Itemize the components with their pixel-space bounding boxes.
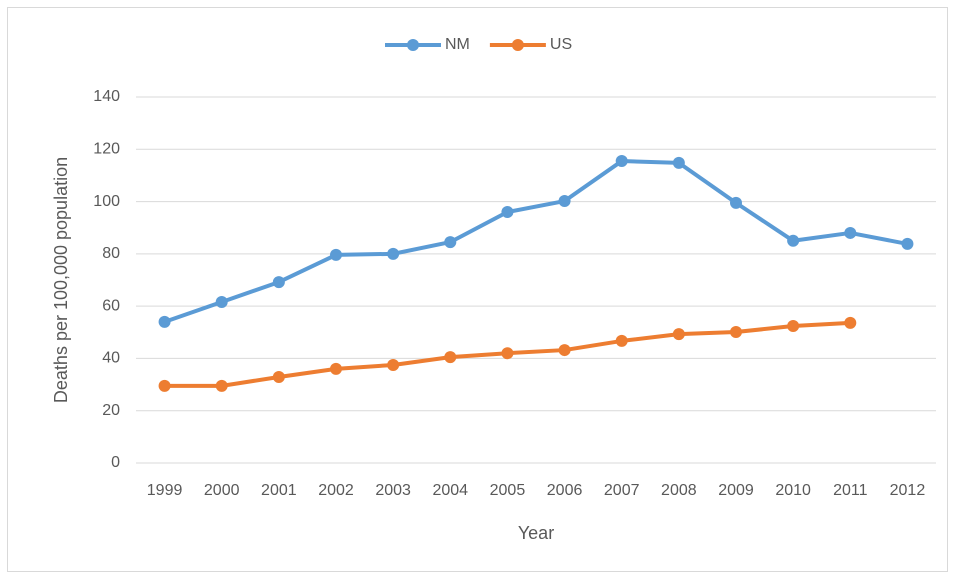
y-tick-label: 140 [93,88,120,105]
data-point [215,379,228,392]
x-tick-label: 2006 [547,482,583,499]
data-point [272,276,285,289]
data-point [215,295,228,308]
data-point [387,358,400,371]
x-tick-label: 2002 [318,482,354,499]
data-point [158,379,171,392]
data-point [844,316,857,329]
x-tick-label: 2012 [890,482,926,499]
data-point [844,226,857,239]
x-tick-label: 2008 [661,482,697,499]
legend-marker [407,39,419,51]
y-tick-label: 40 [102,350,120,367]
data-point [615,155,628,168]
x-tick-label: 2000 [204,482,240,499]
x-tick-label: 2007 [604,482,640,499]
y-tick-label: 20 [102,402,120,419]
data-point [730,326,742,339]
chart-border [7,7,948,572]
data-point [158,315,171,328]
x-tick-label: 1999 [147,482,183,499]
data-point [672,328,685,341]
data-point [672,156,685,169]
x-tick-label: 2010 [775,482,811,499]
series-line [163,159,908,324]
legend-marker [511,39,524,51]
data-point [558,344,571,357]
data-point [787,320,800,333]
data-point [787,234,800,247]
y-tick-label: 80 [102,245,120,262]
x-tick-label: 2001 [261,482,297,499]
x-tick-label: 2004 [432,482,468,499]
y-axis-title: Deaths per 100,000 population [51,157,71,403]
y-tick-label: 100 [93,193,120,210]
x-tick-label: 2011 [833,482,868,499]
data-point [730,196,742,209]
y-tick-label: 0 [111,454,120,471]
data-point [272,370,285,383]
data-point [615,334,628,347]
data-point [444,236,457,249]
data-point [501,347,514,360]
data-point [558,195,571,208]
data-point [387,247,400,260]
y-tick-label: 120 [93,141,120,158]
x-tick-label: 2009 [718,482,754,499]
data-point [501,206,514,219]
x-axis-title: Year [518,523,554,543]
data-point [330,362,342,375]
legend-label: US [550,36,572,53]
x-tick-label: 2005 [490,482,526,499]
data-point [330,248,342,261]
data-point [901,237,914,250]
x-tick-label: 2003 [375,482,411,499]
legend-label: NM [445,36,470,53]
data-point [444,351,457,364]
y-tick-label: 60 [102,297,120,314]
